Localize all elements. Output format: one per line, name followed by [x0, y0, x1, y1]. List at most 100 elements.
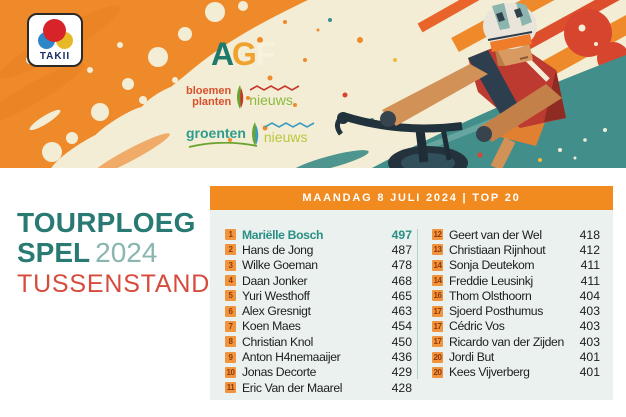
- player-points: 450: [391, 334, 412, 349]
- player-points: 403: [579, 304, 600, 319]
- player-name: Yuri Westhoff: [242, 288, 310, 303]
- table-row: 3 Wilke Goeman 478: [225, 258, 412, 273]
- player-name: Cédric Vos: [449, 319, 505, 334]
- agf-letter-g: G: [231, 36, 257, 72]
- rank-badge: 8: [225, 336, 236, 348]
- table-row: 17 Sjoerd Posthumus 403: [432, 303, 600, 318]
- player-points: 463: [391, 304, 412, 319]
- player-name: Christian Knol: [242, 334, 313, 349]
- table-row: 5 Yuri Westhoff 465: [225, 288, 412, 303]
- player-points: 412: [579, 242, 600, 257]
- player-points: 428: [391, 380, 412, 395]
- agf-letter-f: F: [255, 36, 275, 72]
- player-name: Mariëlle Bosch: [242, 227, 324, 242]
- rank-badge: 17: [432, 305, 443, 317]
- player-points: 497: [391, 227, 412, 242]
- rank-badge: 14: [432, 275, 443, 287]
- player-points: 401: [579, 350, 600, 365]
- swoosh-icon: [188, 142, 258, 148]
- player-points: 465: [391, 288, 412, 303]
- table-row: 8 Christian Knol 450: [225, 334, 412, 349]
- table-row: 10 Jonas Decorte 429: [225, 365, 412, 380]
- player-name: Thom Olsthoorn: [449, 288, 532, 303]
- leaf-icon: [237, 85, 244, 109]
- table-row: 14 Freddie Leusinkj 411: [432, 273, 600, 288]
- table-row: 7 Koen Maes 454: [225, 319, 412, 334]
- standings-column-right: 12 Geert van der Wel 418 13 Christiaan Rijnh…: [432, 227, 600, 380]
- table-row: 2 Hans de Jong 487: [225, 242, 412, 257]
- table-row: 17 Cédric Vos 403: [432, 319, 600, 334]
- title-year: 2024: [95, 237, 158, 268]
- player-name: Jordi But: [449, 350, 494, 365]
- rank-badge: 3: [225, 259, 236, 271]
- groenten-text: groenten: [186, 125, 246, 141]
- title-block: TOURPLOEG SPEL 2024 TUSSENSTAND: [17, 208, 210, 301]
- player-points: 403: [579, 334, 600, 349]
- rank-badge: 10: [225, 366, 236, 378]
- table-row: 9 Anton H4nemaaijer 436: [225, 349, 412, 364]
- panel-header: MAANDAG 8 JULI 2024 | TOP 20: [210, 186, 613, 210]
- title-tourploeg: TOURPLOEG: [17, 207, 196, 238]
- bloemen-text: bloemen: [186, 85, 232, 97]
- leaf-icon: [251, 122, 259, 146]
- table-row: 13 Christiaan Rijnhout 412: [432, 242, 600, 257]
- player-name: Freddie Leusinkj: [449, 273, 533, 288]
- rank-badge: 17: [432, 336, 443, 348]
- player-points: 478: [391, 258, 412, 273]
- player-name: Christiaan Rijnhout: [449, 242, 546, 257]
- player-name: Kees Vijverberg: [449, 365, 530, 380]
- player-points: 468: [391, 273, 412, 288]
- table-row: 20 Jordi But 401: [432, 349, 600, 364]
- table-row: 1 Mariëlle Bosch 497: [225, 227, 412, 242]
- header-banner: TAKII A G F bloemen planten nieuws: [0, 0, 626, 168]
- rank-badge: 4: [225, 275, 236, 287]
- player-points: 411: [580, 273, 600, 288]
- player-name: Wilke Goeman: [242, 258, 318, 273]
- table-row: 11 Eric Van der Maarel 428: [225, 380, 412, 395]
- player-name: Sjoerd Posthumus: [449, 304, 543, 319]
- title-spel-2024: SPEL 2024: [17, 238, 210, 268]
- player-points: 487: [391, 242, 412, 257]
- rank-badge: 20: [432, 366, 443, 378]
- table-row: 6 Alex Gresnigt 463: [225, 303, 412, 318]
- groenten-nieuws-text: nieuws: [263, 129, 308, 145]
- takii-logo: TAKII: [27, 13, 83, 67]
- title-tussenstand: TUSSENSTAND: [17, 270, 211, 298]
- agf-letter-a: A: [211, 36, 233, 72]
- agf-logo: A G F: [211, 36, 275, 73]
- rank-badge: 13: [432, 244, 443, 256]
- player-points: 429: [391, 365, 412, 380]
- table-row: 4 Daan Jonker 468: [225, 273, 412, 288]
- player-name: Jonas Decorte: [242, 365, 317, 380]
- player-points: 418: [579, 227, 600, 242]
- title-spel: SPEL: [17, 237, 91, 268]
- zigzag-icon: [264, 122, 315, 128]
- rank-badge: 17: [432, 320, 443, 332]
- rank-badge: 20: [432, 351, 443, 363]
- player-name: Sonja Deutekom: [449, 258, 535, 273]
- table-row: 12 Geert van der Wel 418: [432, 227, 600, 242]
- rank-badge: 7: [225, 320, 236, 332]
- player-points: 404: [579, 288, 600, 303]
- rank-badge: 14: [432, 259, 443, 271]
- bloemen-planten-nieuws-logo: bloemen planten nieuws: [186, 84, 300, 110]
- takii-red-circle-icon: [43, 19, 66, 42]
- table-row: 17 Ricardo van der Zijden 403: [432, 334, 600, 349]
- rank-badge: 2: [225, 244, 236, 256]
- rank-badge: 9: [225, 351, 236, 363]
- column-divider: [417, 229, 418, 379]
- rank-badge: 5: [225, 290, 236, 302]
- player-name: Koen Maes: [242, 319, 301, 334]
- player-name: Eric Van der Maarel: [242, 380, 343, 395]
- player-name: Anton H4nemaaijer: [242, 350, 341, 365]
- player-points: 436: [391, 350, 412, 365]
- cyclist-illustration: [291, 0, 626, 168]
- player-name: Ricardo van der Zijden: [449, 334, 564, 349]
- bloemen-nieuws-text: nieuws: [249, 92, 293, 108]
- player-name: Hans de Jong: [242, 242, 314, 257]
- player-points: 454: [391, 319, 412, 334]
- rank-badge: 6: [225, 305, 236, 317]
- rank-badge: 11: [225, 382, 236, 394]
- table-row: 20 Kees Vijverberg 401: [432, 365, 600, 380]
